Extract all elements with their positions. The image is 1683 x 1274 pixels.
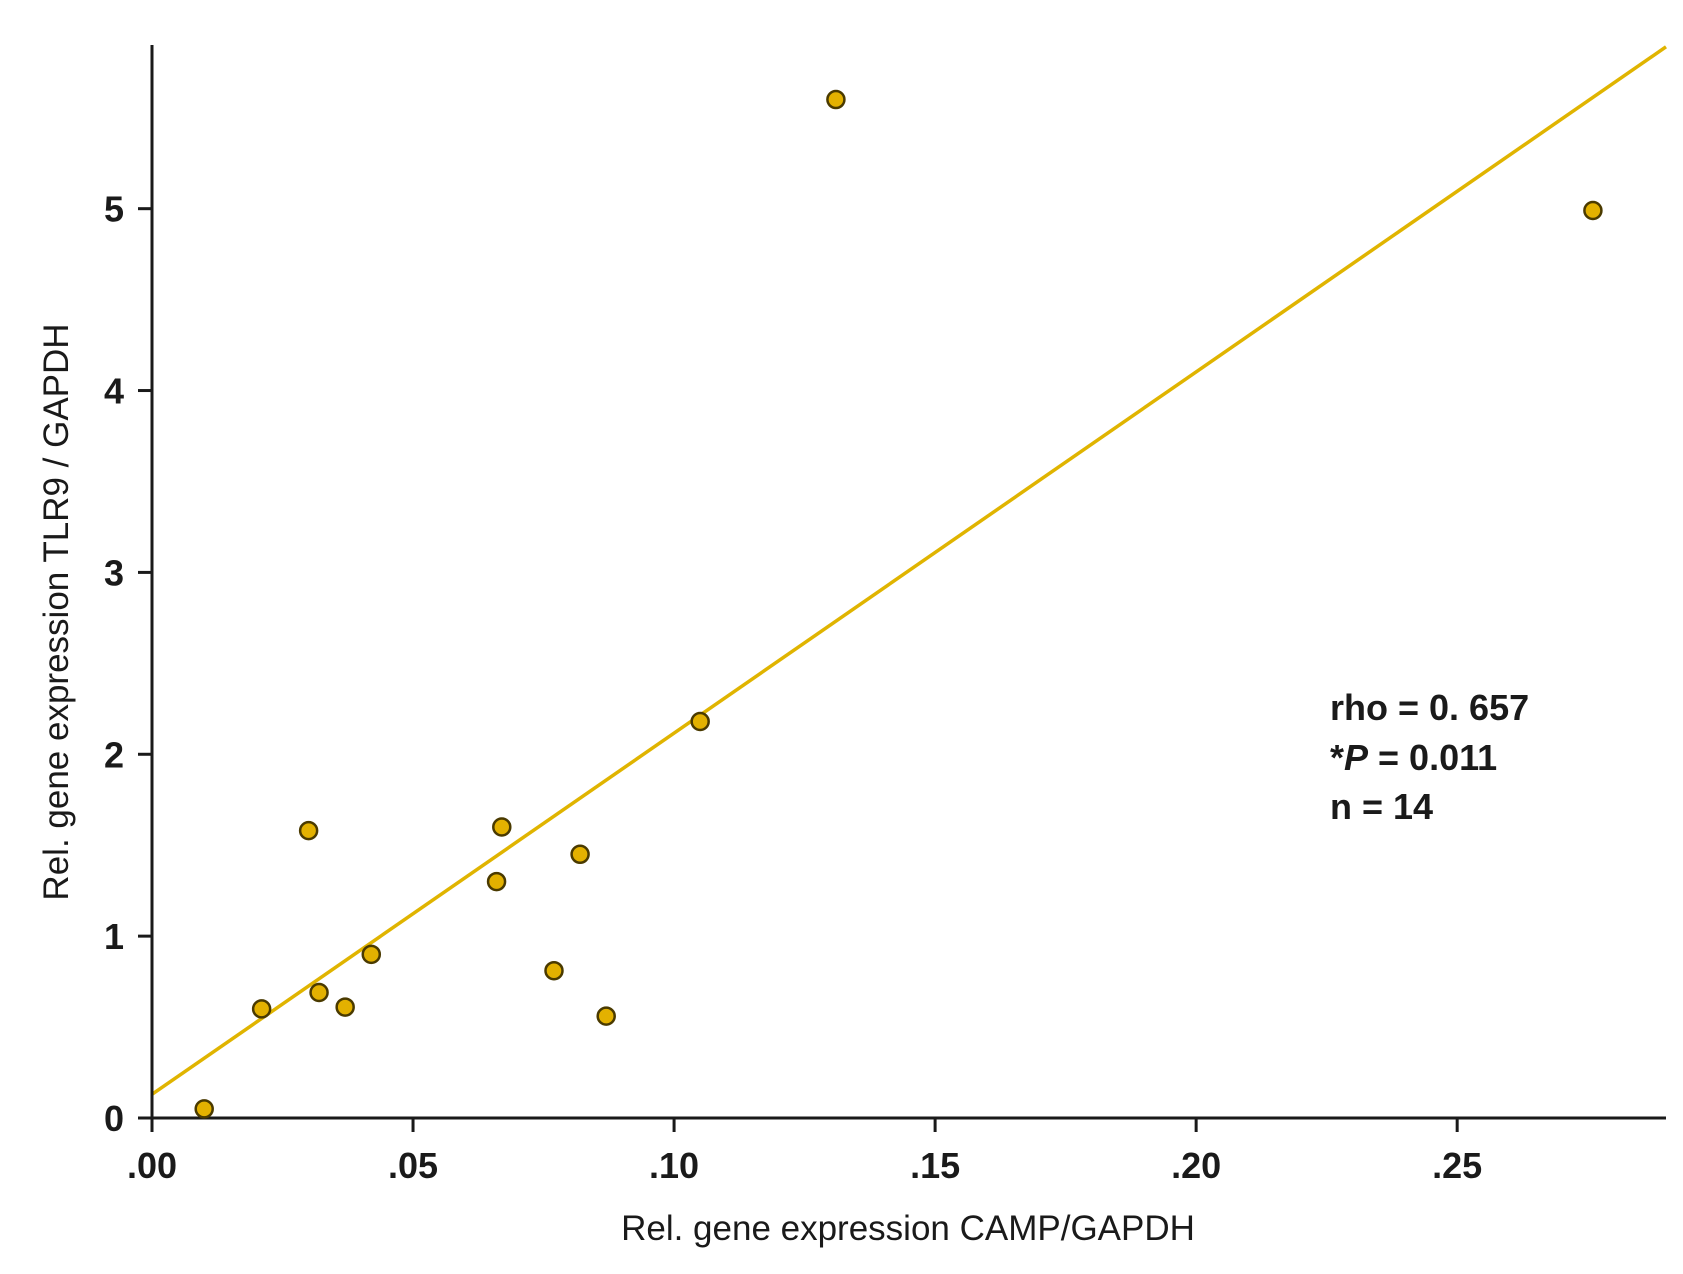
y-tick-label: 2: [104, 734, 124, 775]
stats-annotation: rho = 0. 657 *P = 0.011 n = 14: [1330, 687, 1529, 827]
data-point: [194, 1099, 214, 1119]
p-value-annotation: *P = 0.011: [1330, 737, 1497, 778]
x-tick-label: .05: [388, 1145, 438, 1186]
data-point: [361, 944, 382, 965]
x-tick-label: .25: [1432, 1145, 1482, 1186]
n-annotation: n = 14: [1330, 786, 1433, 827]
rho-annotation: rho = 0. 657: [1330, 687, 1529, 728]
x-axis-ticks: .00 .05 .10 .15 .20 .25: [127, 1118, 1482, 1186]
data-point: [486, 871, 507, 892]
axes: [150, 45, 1666, 1120]
data-point: [251, 999, 272, 1019]
fit-line-layer: [151, 45, 1667, 1096]
data-point: [544, 960, 564, 981]
data-point: [298, 820, 319, 841]
data-point: [1583, 200, 1603, 221]
y-tick-label: 3: [104, 552, 124, 593]
y-tick-label: 0: [104, 1098, 124, 1139]
p-value: = 0.011: [1368, 737, 1497, 778]
x-axis-label: Rel. gene expression CAMP/GAPDH: [621, 1209, 1195, 1248]
y-tick-label: 4: [104, 371, 124, 412]
y-tick-label: 5: [104, 189, 124, 230]
x-tick-label: .15: [910, 1145, 960, 1186]
x-tick-label: .10: [649, 1145, 699, 1186]
regression-line: [151, 45, 1667, 1096]
y-axis-label: Rel. gene expression TLR9 / GAPDH: [37, 323, 76, 900]
y-tick-label: 1: [104, 916, 124, 957]
data-points: [194, 89, 1603, 1119]
x-tick-label: .20: [1171, 1145, 1221, 1186]
data-point: [335, 997, 355, 1017]
data-point: [826, 89, 846, 110]
data-point: [690, 711, 710, 732]
data-point: [309, 982, 329, 1003]
p-symbol: P: [1344, 737, 1369, 778]
data-point: [492, 817, 512, 837]
y-axis-ticks: 0 1 2 3 4 5: [104, 189, 152, 1139]
x-tick-label: .00: [127, 1145, 177, 1186]
p-prefix: *: [1330, 737, 1344, 778]
data-point: [570, 844, 590, 865]
data-point: [596, 1006, 616, 1026]
